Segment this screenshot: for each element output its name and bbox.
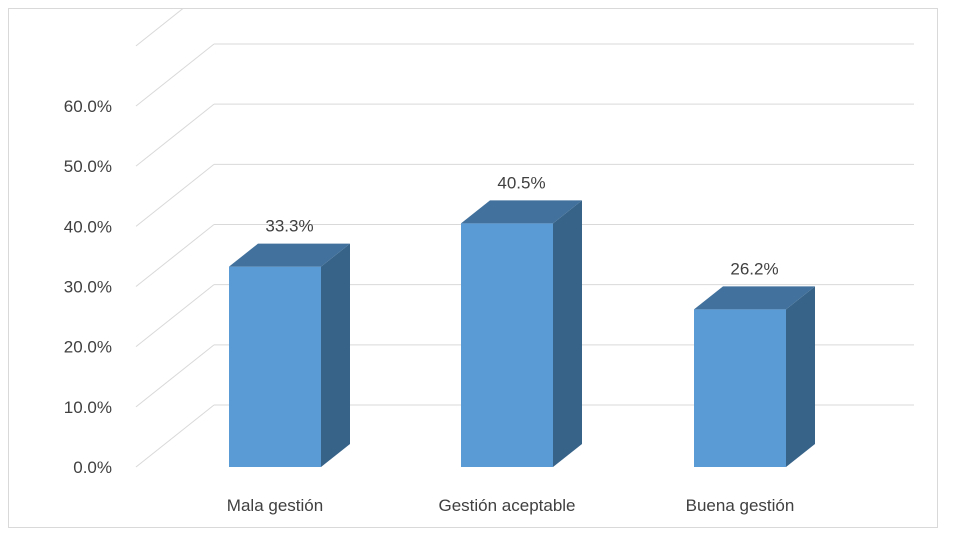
gridline-diagonal-4 <box>135 163 215 227</box>
y-tick-label-2: 20.0% <box>64 338 112 357</box>
gridline-diagonal-5 <box>135 103 215 167</box>
bar-front-0 <box>229 266 321 467</box>
chart-area: 0.0% 10.0% 20.0% 30.0% 40.0% 50.0% 60.0% 33.3% M… <box>8 8 938 528</box>
y-tick-label-5: 50.0% <box>64 157 112 176</box>
bar-side-1 <box>553 200 582 467</box>
x-tick-label-0: Mala gestión <box>227 496 323 515</box>
bar-chart: 0.0% 10.0% 20.0% 30.0% 40.0% 50.0% 60.0% 33.3% M… <box>64 9 914 515</box>
bar-top-1 <box>461 200 582 224</box>
gridline-diagonal-1 <box>135 344 215 408</box>
y-tick-label-6: 60.0% <box>64 97 112 116</box>
x-tick-label-1: Gestión aceptable <box>438 496 575 515</box>
y-tick-label-4: 40.0% <box>64 217 112 236</box>
bar-side-0 <box>321 243 350 467</box>
gridline-diagonal-2 <box>135 284 215 348</box>
gridline-diagonal-6 <box>135 43 215 107</box>
gridline-diagonal-top <box>135 9 184 47</box>
bar-top-2 <box>694 286 815 310</box>
bar-front-2 <box>694 309 786 467</box>
data-label-2: 26.2% <box>730 259 778 278</box>
data-label-1: 40.5% <box>497 173 545 192</box>
bar-front-1 <box>461 223 553 467</box>
y-tick-label-1: 10.0% <box>64 398 112 417</box>
bar-top-0 <box>229 243 350 267</box>
y-tick-label-0: 0.0% <box>73 458 112 477</box>
bar-side-2 <box>786 286 815 467</box>
y-tick-label-3: 30.0% <box>64 278 112 297</box>
x-tick-label-2: Buena gestión <box>686 496 795 515</box>
gridline-diagonal-0 <box>135 404 215 468</box>
gridline-diagonal-3 <box>135 224 215 287</box>
data-label-0: 33.3% <box>265 217 313 236</box>
